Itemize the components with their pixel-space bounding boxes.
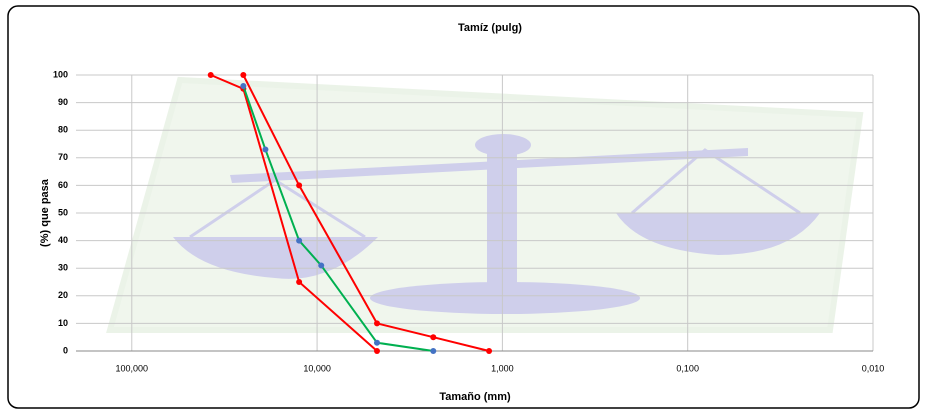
x-axis-label: Tamaño (mm) [439,391,511,403]
y-tick-label: 30 [58,263,68,273]
data-point [374,348,380,354]
y-tick-label: 70 [58,152,68,162]
data-point [296,279,302,285]
y-tick-label: 20 [58,290,68,300]
x-tick-label: 0,010 [862,363,885,373]
x-tick-label: 0,100 [676,363,699,373]
y-axis-label: (%) que pasa [39,178,51,247]
data-point [486,348,492,354]
data-point [318,262,324,268]
data-point [208,72,214,78]
data-point [430,348,436,354]
y-tick-label: 50 [58,207,68,217]
data-point [430,334,436,340]
data-point [374,340,380,346]
data-point [240,83,246,89]
x-tick-label: 10,000 [303,363,331,373]
y-tick-label: 100 [53,69,68,79]
data-point [240,72,246,78]
chart: Tamíz (pulg) Tamaño (mm) (%) que pasa 0 1… [0,0,927,414]
y-tick-label: 40 [58,235,68,245]
data-point [262,147,268,153]
watermark [110,80,860,330]
chart-title: Tamíz (pulg) [458,22,522,34]
y-tick-label: 10 [58,318,68,328]
x-tick-label: 100,000 [116,363,149,373]
x-tick-label: 1,000 [491,363,514,373]
y-tick-label: 60 [58,180,68,190]
data-point [296,238,302,244]
y-tick-label: 0 [63,345,68,355]
data-point [296,182,302,188]
data-point [374,320,380,326]
y-tick-label: 80 [58,125,68,135]
y-tick-label: 90 [58,97,68,107]
